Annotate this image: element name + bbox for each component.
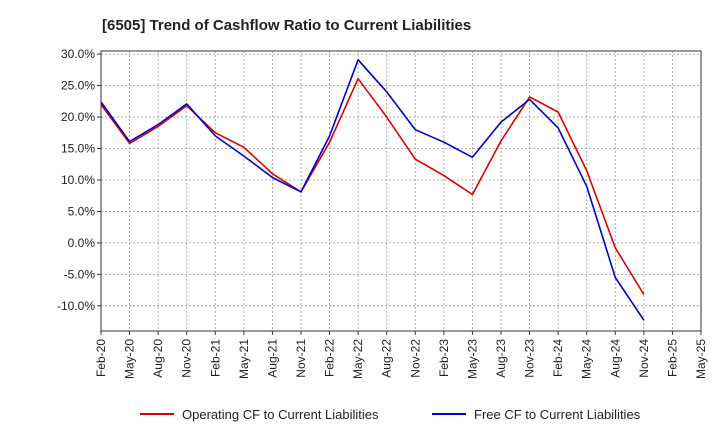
x-tick-label: Feb-22	[323, 339, 337, 377]
y-tick-label: 30.0%	[61, 47, 95, 61]
y-tick-label: 5.0%	[68, 204, 96, 218]
x-tick-label: Feb-21	[208, 339, 222, 377]
plot-frame	[100, 50, 702, 332]
x-tick-label: May-20	[123, 339, 137, 379]
legend-label-1: Operating CF to Current Liabilities	[182, 407, 379, 422]
x-tick-label: Feb-20	[94, 339, 108, 377]
x-tick-label: May-23	[465, 339, 479, 379]
x-axis-ticks: Feb-20 May-20 Aug-20 Nov-20 Feb-21 May-21 Aug-…	[94, 331, 708, 379]
x-tick-label: Nov-21	[294, 339, 308, 378]
grid	[101, 51, 701, 331]
y-tick-label: 10.0%	[61, 173, 95, 187]
y-tick-label: 20.0%	[61, 110, 95, 124]
x-tick-label: May-25	[694, 339, 708, 379]
x-tick-label: May-21	[237, 339, 251, 379]
y-tick-label: 0.0%	[68, 236, 96, 250]
x-tick-label: May-22	[351, 339, 365, 379]
x-tick-label: Feb-23	[437, 339, 451, 377]
legend-label-2: Free CF to Current Liabilities	[474, 407, 641, 422]
x-tick-label: May-24	[580, 339, 594, 379]
x-tick-label: Nov-22	[408, 339, 422, 378]
y-tick-label: 25.0%	[61, 79, 95, 93]
x-tick-label: Aug-21	[265, 339, 279, 378]
x-tick-label: Aug-20	[151, 339, 165, 378]
x-tick-label: Feb-25	[665, 339, 679, 377]
series-line-1	[100, 77, 645, 295]
x-tick-label: Feb-24	[551, 339, 565, 377]
x-tick-label: Nov-23	[523, 339, 537, 378]
y-tick-label: -10.0%	[57, 299, 95, 313]
y-tick-label: -5.0%	[64, 267, 96, 281]
x-tick-label: Aug-23	[494, 339, 508, 378]
series-line-2	[100, 58, 645, 321]
x-tick-label: Nov-24	[637, 339, 651, 378]
x-tick-label: Aug-22	[380, 339, 394, 378]
chart-title: [6505] Trend of Cashflow Ratio to Curren…	[102, 17, 471, 34]
legend: Operating CF to Current Liabilities Free …	[140, 407, 641, 422]
x-tick-label: Aug-24	[608, 339, 622, 378]
x-tick-label: Nov-20	[180, 339, 194, 378]
y-tick-label: 15.0%	[61, 142, 95, 156]
series-lines	[100, 58, 645, 321]
y-axis-ticks: 30.0% 25.0% 20.0% 15.0% 10.0% 5.0% 0.0% -5.0% -1…	[57, 47, 101, 313]
